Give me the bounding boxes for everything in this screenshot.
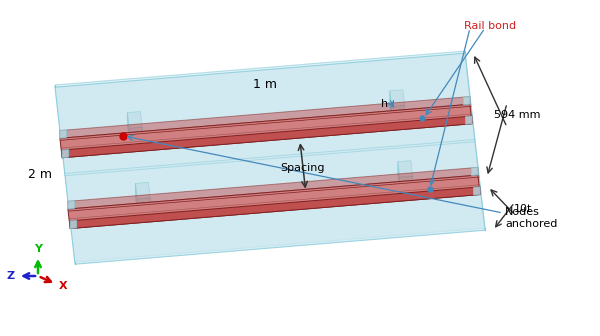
Text: 1 m: 1 m (253, 78, 277, 90)
Text: Nodes
anchored: Nodes anchored (505, 207, 557, 229)
Polygon shape (68, 175, 480, 228)
Polygon shape (127, 113, 129, 140)
Text: 2 m: 2 m (28, 168, 52, 181)
Polygon shape (60, 130, 67, 138)
Polygon shape (392, 106, 404, 119)
Polygon shape (472, 167, 478, 176)
Polygon shape (466, 116, 472, 124)
Text: h: h (380, 99, 388, 109)
Polygon shape (136, 183, 137, 211)
Polygon shape (55, 53, 485, 264)
Polygon shape (400, 176, 413, 190)
Polygon shape (127, 112, 142, 128)
Polygon shape (68, 167, 478, 209)
Polygon shape (137, 198, 150, 211)
Polygon shape (70, 187, 480, 228)
Polygon shape (390, 90, 404, 107)
Text: X: X (59, 281, 67, 291)
Polygon shape (68, 201, 74, 209)
Polygon shape (55, 51, 485, 262)
Polygon shape (136, 182, 150, 199)
Polygon shape (390, 91, 392, 119)
Text: Rail bond: Rail bond (464, 21, 516, 31)
Polygon shape (62, 150, 68, 158)
Polygon shape (60, 96, 470, 138)
Text: Y: Y (34, 244, 42, 254)
Polygon shape (70, 220, 77, 228)
Polygon shape (60, 104, 472, 158)
Polygon shape (398, 161, 413, 177)
Text: Z: Z (7, 271, 15, 281)
Polygon shape (473, 187, 480, 195)
Text: 594 mm: 594 mm (494, 110, 540, 120)
Polygon shape (129, 127, 142, 140)
Polygon shape (398, 162, 400, 190)
Polygon shape (62, 116, 472, 158)
Text: 10t: 10t (514, 204, 532, 213)
Polygon shape (463, 96, 470, 105)
Text: Spacing: Spacing (281, 163, 325, 173)
